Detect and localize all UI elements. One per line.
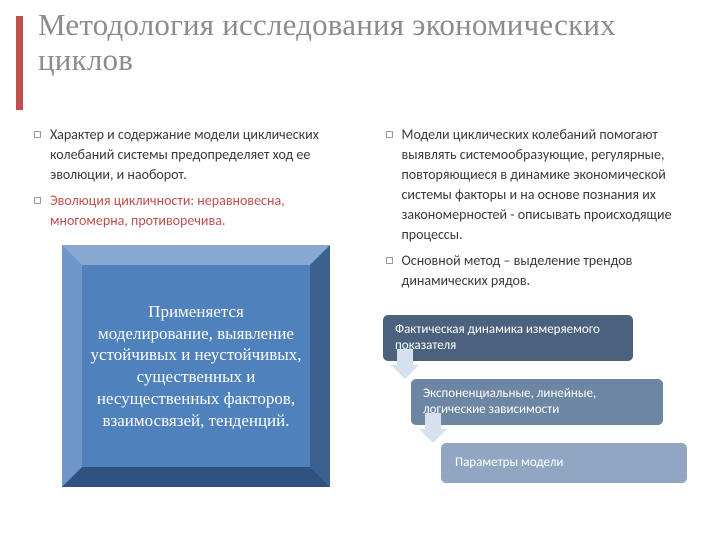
- bevel-callout-text: Применяется моделирование, выявление уст…: [90, 301, 302, 432]
- flow-step: Параметры модели: [441, 443, 687, 483]
- flow-step-label: Параметры модели: [455, 455, 563, 471]
- list-item: Характер и содержание модели циклических…: [32, 125, 356, 185]
- bullet-text: Эволюция цикличности: неравновесна, мног…: [50, 192, 285, 229]
- bullet-text: Модели циклических колебаний помогают вы…: [402, 126, 672, 243]
- flow-step: Фактическая динамика измеряемого показат…: [383, 315, 633, 361]
- list-item: Модели циклических колебаний помогают вы…: [384, 125, 708, 245]
- flow-step: Экспоненциальные, линейные, логические з…: [411, 379, 663, 425]
- right-bullet-list: Модели циклических колебаний помогают вы…: [384, 125, 708, 291]
- slide: Методология исследования экономических ц…: [0, 0, 720, 540]
- left-bullet-list: Характер и содержание модели циклических…: [32, 125, 356, 231]
- list-item: Эволюция цикличности: неравновесна, мног…: [32, 191, 356, 231]
- flow-step-label: Экспоненциальные, линейные, логические з…: [423, 386, 653, 417]
- right-column: Модели циклических колебаний помогают вы…: [384, 125, 708, 297]
- flow-step-label: Фактическая динамика измеряемого показат…: [395, 322, 623, 353]
- bullet-text: Основной метод – выделение трендов динам…: [402, 252, 633, 289]
- slide-title: Методология исследования экономических ц…: [38, 8, 678, 77]
- title-accent-bar: [16, 16, 23, 110]
- bullet-text: Характер и содержание модели циклических…: [50, 126, 319, 183]
- bevel-callout-box: Применяется моделирование, выявление уст…: [62, 245, 330, 487]
- list-item: Основной метод – выделение трендов динам…: [384, 251, 708, 291]
- flow-diagram: Фактическая динамика измеряемого показат…: [383, 315, 695, 501]
